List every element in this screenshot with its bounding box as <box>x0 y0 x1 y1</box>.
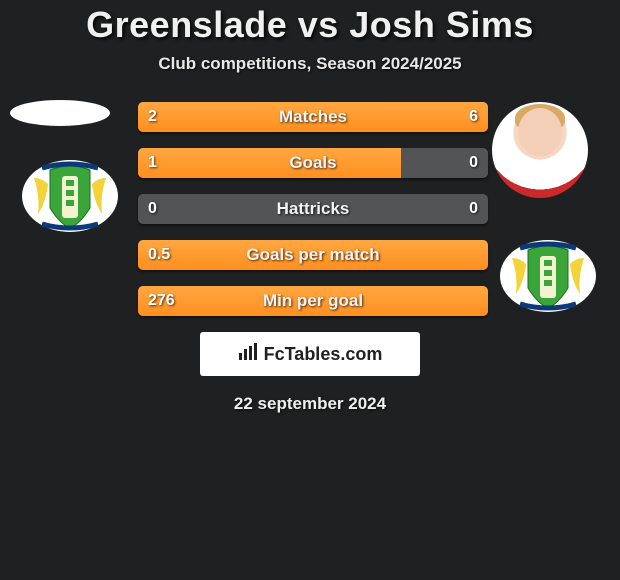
stat-metric-label: Matches <box>138 102 488 132</box>
stat-metric-label: Min per goal <box>138 286 488 316</box>
player-left-club-crest <box>20 158 120 234</box>
comparison-panel: 26Matches 10Goals 00Hattricks 0.5Goals per … <box>0 102 620 414</box>
stat-metric-label: Hattricks <box>138 194 488 224</box>
player-right-avatar <box>492 102 588 198</box>
avatar-face <box>518 108 562 156</box>
page-title: Greenslade vs Josh Sims <box>0 4 620 46</box>
stat-metric-label: Goals <box>138 148 488 178</box>
stat-metric-label: Goals per match <box>138 240 488 270</box>
bar-chart-icon <box>238 343 258 366</box>
player-right-club-crest <box>498 238 598 314</box>
brand-badge: FcTables.com <box>200 332 420 376</box>
stat-row: 26Matches <box>138 102 488 132</box>
stat-row: 276Min per goal <box>138 286 488 316</box>
page-subtitle: Club competitions, Season 2024/2025 <box>0 54 620 74</box>
player-left-avatar <box>10 100 110 126</box>
snapshot-date: 22 september 2024 <box>0 394 620 414</box>
brand-label: FcTables.com <box>264 344 383 365</box>
stat-row: 10Goals <box>138 148 488 178</box>
stat-row: 0.5Goals per match <box>138 240 488 270</box>
stat-row: 00Hattricks <box>138 194 488 224</box>
comparison-bars: 26Matches 10Goals 00Hattricks 0.5Goals per … <box>138 102 488 316</box>
